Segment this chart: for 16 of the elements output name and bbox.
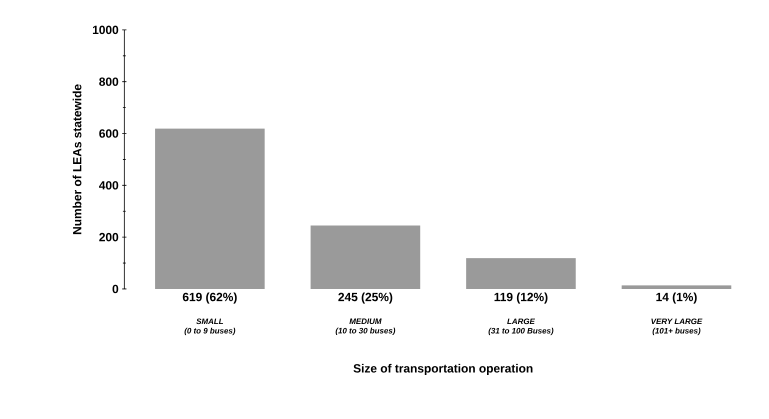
- data-label: 619 (62%): [182, 292, 237, 304]
- y-tick-label: 800: [99, 77, 118, 86]
- x-axis-title: Size of transportation operation: [354, 364, 532, 375]
- y-tick-label: 600: [99, 129, 118, 138]
- bar: [310, 225, 420, 289]
- bar: [622, 285, 732, 289]
- data-label: 14 (1%): [656, 292, 697, 304]
- y-tick-label: 0: [112, 284, 118, 293]
- data-label: 119 (12%): [494, 292, 548, 304]
- y-tick-label: 1000: [92, 25, 118, 34]
- bar: [466, 258, 576, 289]
- y-axis-title: Number of LEAs statewide: [72, 84, 82, 234]
- bar: [155, 128, 265, 289]
- data-label: 245 (25%): [338, 292, 392, 304]
- y-tick-label: 200: [99, 232, 118, 242]
- y-tick-label: 400: [99, 180, 118, 190]
